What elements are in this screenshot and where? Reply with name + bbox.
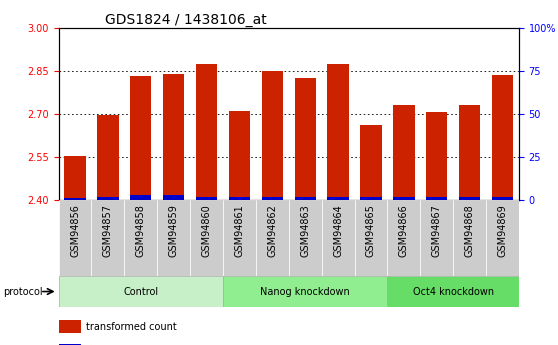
Bar <box>393 197 415 200</box>
Text: transformed count: transformed count <box>86 322 177 332</box>
Bar <box>190 200 223 276</box>
Bar <box>223 276 387 307</box>
Bar <box>92 200 124 276</box>
Text: GSM94867: GSM94867 <box>432 204 442 257</box>
Bar <box>328 63 349 200</box>
Bar <box>360 125 382 200</box>
Text: GSM94857: GSM94857 <box>103 204 113 257</box>
Text: GSM94862: GSM94862 <box>267 204 277 257</box>
Bar <box>486 200 519 276</box>
Bar <box>459 197 480 200</box>
Text: GSM94869: GSM94869 <box>498 204 507 257</box>
Bar <box>130 77 151 200</box>
Bar <box>196 197 217 200</box>
Bar <box>59 344 81 345</box>
Bar <box>289 200 321 276</box>
Text: GSM94861: GSM94861 <box>234 204 244 257</box>
Text: GSM94856: GSM94856 <box>70 204 80 257</box>
Bar <box>97 115 119 200</box>
Bar <box>387 276 519 307</box>
Bar <box>196 63 217 200</box>
Text: GSM94866: GSM94866 <box>399 204 409 257</box>
Text: GSM94868: GSM94868 <box>465 204 475 257</box>
Bar <box>393 105 415 200</box>
Bar <box>163 73 184 200</box>
Bar <box>262 197 283 200</box>
Bar <box>59 276 223 307</box>
Bar <box>295 197 316 200</box>
Text: GSM94860: GSM94860 <box>201 204 211 257</box>
Bar <box>387 200 420 276</box>
Bar <box>321 200 354 276</box>
Bar <box>163 195 184 200</box>
Text: GSM94858: GSM94858 <box>136 204 146 257</box>
Text: GDS1824 / 1438106_at: GDS1824 / 1438106_at <box>105 12 266 27</box>
Bar <box>59 320 81 333</box>
Bar <box>453 200 486 276</box>
Bar <box>124 200 157 276</box>
Text: GSM94859: GSM94859 <box>169 204 179 257</box>
Bar <box>459 105 480 200</box>
Bar <box>420 200 453 276</box>
Bar <box>295 78 316 200</box>
Bar <box>262 71 283 200</box>
Bar <box>229 111 250 200</box>
Text: Control: Control <box>123 287 158 296</box>
Bar <box>59 200 92 276</box>
Bar <box>492 75 513 200</box>
Bar <box>157 200 190 276</box>
Text: GSM94865: GSM94865 <box>366 204 376 257</box>
Text: Nanog knockdown: Nanog knockdown <box>261 287 350 296</box>
Text: GSM94863: GSM94863 <box>300 204 310 257</box>
Bar <box>360 197 382 200</box>
Bar <box>354 200 387 276</box>
Text: protocol: protocol <box>3 287 42 296</box>
Bar <box>328 197 349 200</box>
Bar <box>64 198 86 200</box>
Bar <box>130 195 151 200</box>
Text: Oct4 knockdown: Oct4 knockdown <box>412 287 494 296</box>
Bar <box>64 156 86 200</box>
Bar <box>426 197 448 200</box>
Bar <box>426 112 448 200</box>
Text: GSM94864: GSM94864 <box>333 204 343 257</box>
Bar <box>256 200 289 276</box>
Bar <box>492 197 513 200</box>
Bar <box>229 197 250 200</box>
Bar <box>223 200 256 276</box>
Bar <box>97 197 119 200</box>
